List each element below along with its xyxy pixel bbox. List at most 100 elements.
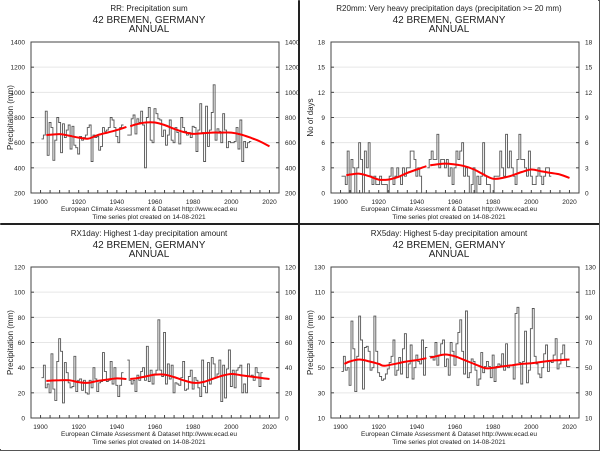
y-tick-label-right: 10 [585, 416, 593, 423]
y-tick-label-left: 1200 [11, 65, 26, 72]
y-tick-label-left: 1400 [11, 40, 26, 47]
footer-source: European Climate Assessment & Dataset ht… [361, 431, 537, 438]
x-tick-label: 1980 [186, 424, 201, 431]
y-tick-label-right: 80 [285, 315, 293, 322]
x-tick-label: 1980 [186, 199, 201, 206]
annual-step-series [427, 133, 552, 194]
period-title: ANNUAL [129, 24, 170, 35]
y-tick-label-right: 800 [285, 115, 296, 122]
y-tick-label-left: 800 [14, 115, 25, 122]
smoothed-trend-line [129, 121, 270, 148]
y-tick-label-left: 18 [318, 40, 326, 47]
y-tick-label-right: 1000 [285, 90, 298, 97]
y-tick-label-right: 400 [285, 165, 296, 172]
y-tick-label-left: 400 [14, 165, 25, 172]
period-title: ANNUAL [429, 24, 470, 35]
y-tick-label-right: 0 [585, 191, 589, 198]
station-title: 42 BREMEN, GERMANY [93, 15, 206, 26]
y-tick-label-right: 60 [285, 340, 293, 347]
x-tick-label: 1980 [486, 199, 501, 206]
panel-divider-vertical [298, 0, 300, 451]
y-tick-label-right: 200 [285, 191, 296, 198]
annual-step-series [127, 84, 252, 169]
y-tick-label-left: 50 [318, 365, 326, 372]
y-axis-label: No of days [306, 98, 315, 136]
y-tick-label-right: 30 [585, 390, 593, 397]
y-tick-label-right: 3 [585, 165, 589, 172]
y-tick-label-left: 110 [315, 290, 326, 297]
footer-created: Time series plot created on 14-08-2021 [392, 214, 506, 221]
y-tick-label-right: 100 [285, 290, 296, 297]
y-axis-label: Precipitation (mm) [6, 310, 15, 375]
y-axis-label: Precipitation (mm) [306, 310, 315, 375]
smoothed-trend-line [430, 162, 570, 180]
x-tick-label: 2020 [262, 199, 277, 206]
y-tick-label-right: 15 [585, 65, 593, 72]
smoothed-trend-line [430, 353, 570, 370]
station-title: 42 BREMEN, GERMANY [393, 15, 506, 26]
footer-created: Time series plot created on 14-08-2021 [92, 439, 206, 446]
x-tick-label: 1920 [71, 424, 86, 431]
footer-created: Time series plot created on 14-08-2021 [392, 439, 506, 446]
x-tick-label: 1900 [33, 199, 48, 206]
index-title: RR: Precipitation sum [110, 4, 188, 13]
x-tick-label: 1960 [148, 424, 163, 431]
y-tick-label-right: 130 [585, 265, 596, 272]
index-title: RX5day: Highest 5-day precipitation amou… [371, 229, 528, 238]
chart-svg: R20mm: Very heavy precipitation days (pr… [306, 4, 593, 221]
y-tick-label-left: 30 [318, 390, 326, 397]
x-tick-label: 2000 [524, 199, 539, 206]
y-axis-label: Precipitation (mm) [6, 85, 15, 150]
y-tick-label-right: 9 [585, 115, 589, 122]
y-tick-label-left: 80 [18, 315, 26, 322]
x-tick-label: 1960 [448, 424, 463, 431]
station-title: 42 BREMEN, GERMANY [93, 240, 206, 251]
chart-panel-r20mm: R20mm: Very heavy precipitation days (pr… [300, 0, 598, 223]
x-tick-label: 1900 [333, 424, 348, 431]
y-tick-label-left: 90 [318, 315, 326, 322]
x-tick-label: 2020 [562, 424, 577, 431]
chart-panel-rx1day: RX1day: Highest 1-day precipitation amou… [0, 225, 298, 449]
annual-step-series [341, 315, 428, 393]
y-tick-label-left: 60 [18, 340, 26, 347]
footer-source: European Climate Assessment & Dataset ht… [361, 206, 537, 213]
y-tick-label-left: 15 [318, 65, 326, 72]
x-tick-label: 1940 [110, 424, 125, 431]
smoothed-trend-line [46, 125, 127, 140]
y-tick-label-right: 1200 [285, 65, 298, 72]
annual-step-series [41, 110, 124, 162]
y-tick-label-right: 50 [585, 365, 593, 372]
y-tick-label-left: 10 [318, 416, 326, 423]
chart-svg: RX5day: Highest 5-day precipitation amou… [306, 229, 596, 446]
x-tick-label: 1960 [448, 199, 463, 206]
x-tick-label: 1900 [33, 424, 48, 431]
annual-step-series [429, 306, 571, 386]
y-tick-label-left: 20 [18, 390, 26, 397]
y-tick-label-left: 12 [318, 90, 326, 97]
chart-panel-rx5day: RX5day: Highest 5-day precipitation amou… [300, 225, 598, 449]
x-tick-label: 1900 [333, 199, 348, 206]
chart-panel-rr: RR: Precipitation sum 42 BREMEN, GERMANY A… [0, 0, 298, 223]
panel-divider-horizontal [0, 223, 600, 225]
x-tick-label: 1920 [71, 199, 86, 206]
annual-step-series [41, 338, 124, 404]
y-tick-label-right: 12 [585, 90, 593, 97]
y-tick-label-right: 20 [285, 390, 293, 397]
y-tick-label-left: 9 [321, 115, 325, 122]
annual-step-series [127, 319, 263, 403]
smoothed-trend-line [343, 357, 427, 367]
x-tick-label: 1940 [410, 424, 425, 431]
y-tick-label-left: 0 [21, 416, 25, 423]
smoothed-trend-line [345, 165, 427, 181]
period-title: ANNUAL [129, 249, 170, 260]
y-tick-label-left: 130 [314, 265, 325, 272]
y-tick-label-right: 1400 [285, 40, 298, 47]
y-tick-label-left: 0 [321, 191, 325, 198]
footer-created: Time series plot created on 14-08-2021 [92, 214, 206, 221]
y-tick-label-left: 1000 [11, 90, 26, 97]
x-tick-label: 1980 [486, 424, 501, 431]
x-tick-label: 1960 [148, 199, 163, 206]
y-tick-label-right: 40 [285, 365, 293, 372]
x-tick-label: 2020 [562, 199, 577, 206]
index-title: R20mm: Very heavy precipitation days (pr… [336, 4, 562, 13]
